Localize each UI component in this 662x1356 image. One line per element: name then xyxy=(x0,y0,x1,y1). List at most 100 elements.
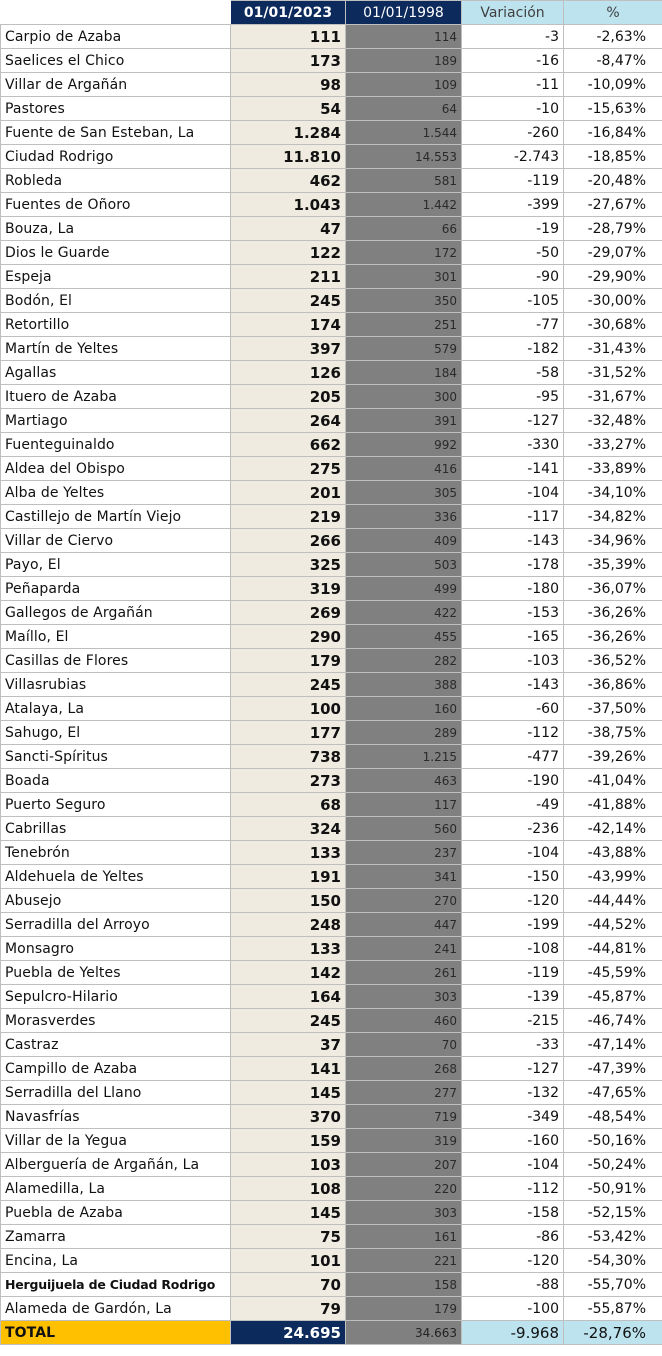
table-row: Herguijuela de Ciudad Rodrigo 70 158 -88 -55… xyxy=(0,1272,662,1297)
table-row: Saelices el Chico 173 189 -16 -8,47% xyxy=(0,48,662,73)
population-variation: -2.743 xyxy=(461,144,564,169)
table-row: Alberguería de Argañán, La 103 207 -104 -50,… xyxy=(0,1152,662,1177)
municipality-name: Agallas xyxy=(0,360,231,385)
population-variation: -100 xyxy=(461,1296,564,1321)
population-2023: 205 xyxy=(230,384,346,409)
table-row: Campillo de Azaba 141 268 -127 -47,39% xyxy=(0,1056,662,1081)
population-2023: 738 xyxy=(230,744,346,769)
municipality-name: Casillas de Flores xyxy=(0,648,231,673)
population-variation: -60 xyxy=(461,696,564,721)
total-percent: -28,76% xyxy=(563,1320,662,1345)
percent-change: -31,67% xyxy=(563,384,662,409)
population-variation: -260 xyxy=(461,120,564,145)
table-row: Retortillo 174 251 -77 -30,68% xyxy=(0,312,662,337)
percent-change: -44,81% xyxy=(563,936,662,961)
total-row: TOTAL 24.695 34.663 -9.968 -28,76% xyxy=(0,1320,662,1345)
population-1998: 117 xyxy=(345,792,462,817)
table-row: Aldea del Obispo 275 416 -141 -33,89% xyxy=(0,456,662,481)
municipality-name: Peñaparda xyxy=(0,576,231,601)
municipality-name: Monsagro xyxy=(0,936,231,961)
population-1998: 14.553 xyxy=(345,144,462,169)
population-2023: 191 xyxy=(230,864,346,889)
table-row: Carpio de Azaba 111 114 -3 -2,63% xyxy=(0,24,662,49)
population-variation: -50 xyxy=(461,240,564,265)
percent-change: -16,84% xyxy=(563,120,662,145)
percent-change: -41,04% xyxy=(563,768,662,793)
table-row: Serradilla del Llano 145 277 -132 -47,65% xyxy=(0,1080,662,1105)
population-variation: -139 xyxy=(461,984,564,1009)
population-variation: -180 xyxy=(461,576,564,601)
percent-change: -41,88% xyxy=(563,792,662,817)
population-variation: -127 xyxy=(461,1056,564,1081)
percent-change: -10,09% xyxy=(563,72,662,97)
municipality-name: Encina, La xyxy=(0,1248,231,1273)
population-2023: 248 xyxy=(230,912,346,937)
population-1998: 207 xyxy=(345,1152,462,1177)
population-variation: -95 xyxy=(461,384,564,409)
percent-change: -31,52% xyxy=(563,360,662,385)
municipality-name: Aldea del Obispo xyxy=(0,456,231,481)
population-variation: -58 xyxy=(461,360,564,385)
population-1998: 305 xyxy=(345,480,462,505)
table-row: Villar de Ciervo 266 409 -143 -34,96% xyxy=(0,528,662,553)
population-1998: 237 xyxy=(345,840,462,865)
population-variation: -477 xyxy=(461,744,564,769)
population-variation: -399 xyxy=(461,192,564,217)
population-variation: -117 xyxy=(461,504,564,529)
population-2023: 37 xyxy=(230,1032,346,1057)
population-variation: -16 xyxy=(461,48,564,73)
table-row: Atalaya, La 100 160 -60 -37,50% xyxy=(0,696,662,721)
municipality-name: Pastores xyxy=(0,96,231,121)
table-row: Monsagro 133 241 -108 -44,81% xyxy=(0,936,662,961)
population-2023: 126 xyxy=(230,360,346,385)
percent-change: -28,79% xyxy=(563,216,662,241)
population-variation: -127 xyxy=(461,408,564,433)
population-variation: -19 xyxy=(461,216,564,241)
percent-change: -33,27% xyxy=(563,432,662,457)
population-1998: 303 xyxy=(345,1200,462,1225)
population-2023: 164 xyxy=(230,984,346,1009)
percent-change: -36,52% xyxy=(563,648,662,673)
municipality-name: Espeja xyxy=(0,264,231,289)
population-1998: 1.544 xyxy=(345,120,462,145)
population-2023: 211 xyxy=(230,264,346,289)
percent-change: -36,07% xyxy=(563,576,662,601)
municipality-name: Gallegos de Argañán xyxy=(0,600,231,625)
population-2023: 103 xyxy=(230,1152,346,1177)
population-2023: 133 xyxy=(230,840,346,865)
table-row: Villasrubias 245 388 -143 -36,86% xyxy=(0,672,662,697)
table-row: Payo, El 325 503 -178 -35,39% xyxy=(0,552,662,577)
population-1998: 350 xyxy=(345,288,462,313)
table-row: Navasfrías 370 719 -349 -48,54% xyxy=(0,1104,662,1129)
population-variation: -77 xyxy=(461,312,564,337)
percent-change: -47,39% xyxy=(563,1056,662,1081)
table-row: Bodón, El 245 350 -105 -30,00% xyxy=(0,288,662,313)
population-2023: 111 xyxy=(230,24,346,49)
table-row: Peñaparda 319 499 -180 -36,07% xyxy=(0,576,662,601)
percent-change: -33,89% xyxy=(563,456,662,481)
table-row: Agallas 126 184 -58 -31,52% xyxy=(0,360,662,385)
population-2023: 290 xyxy=(230,624,346,649)
percent-change: -34,10% xyxy=(563,480,662,505)
population-2023: 68 xyxy=(230,792,346,817)
percent-change: -42,14% xyxy=(563,816,662,841)
population-2023: 100 xyxy=(230,696,346,721)
population-variation: -153 xyxy=(461,600,564,625)
population-2023: 174 xyxy=(230,312,346,337)
municipality-name: Villar de Argañán xyxy=(0,72,231,97)
percent-change: -29,90% xyxy=(563,264,662,289)
table-row: Martiago 264 391 -127 -32,48% xyxy=(0,408,662,433)
population-variation: -105 xyxy=(461,288,564,313)
population-2023: 266 xyxy=(230,528,346,553)
population-2023: 462 xyxy=(230,168,346,193)
population-1998: 1.215 xyxy=(345,744,462,769)
population-2023: 177 xyxy=(230,720,346,745)
population-2023: 245 xyxy=(230,288,346,313)
population-variation: -104 xyxy=(461,840,564,865)
total-pop-1998: 34.663 xyxy=(345,1320,462,1345)
population-1998: 160 xyxy=(345,696,462,721)
percent-change: -15,63% xyxy=(563,96,662,121)
population-2023: 75 xyxy=(230,1224,346,1249)
population-variation: -349 xyxy=(461,1104,564,1129)
